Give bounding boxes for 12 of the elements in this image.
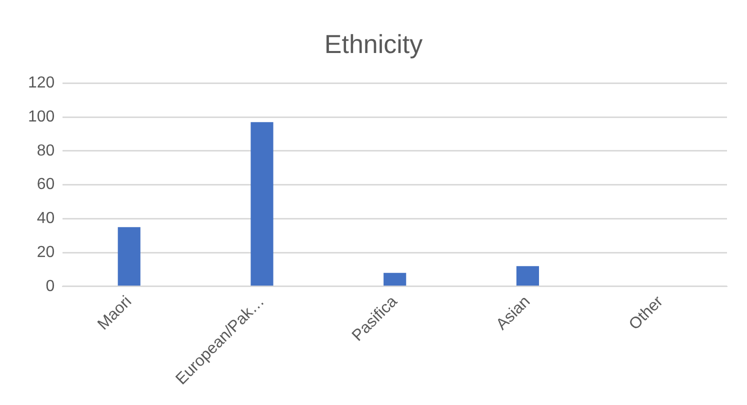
bar: [516, 266, 539, 286]
bar: [384, 272, 406, 286]
y-tick-label: 20: [36, 244, 55, 261]
y-tick-label: 120: [28, 74, 55, 92]
y-tick-label: 80: [36, 142, 55, 160]
y-tick-label: 40: [36, 210, 55, 228]
y-tick-label: 0: [46, 278, 55, 295]
chart-title: Ethnicity: [324, 28, 423, 59]
y-tick-label: 60: [36, 176, 55, 194]
bar: [250, 122, 274, 286]
bar: [118, 227, 140, 286]
y-tick-label: 100: [28, 108, 55, 126]
